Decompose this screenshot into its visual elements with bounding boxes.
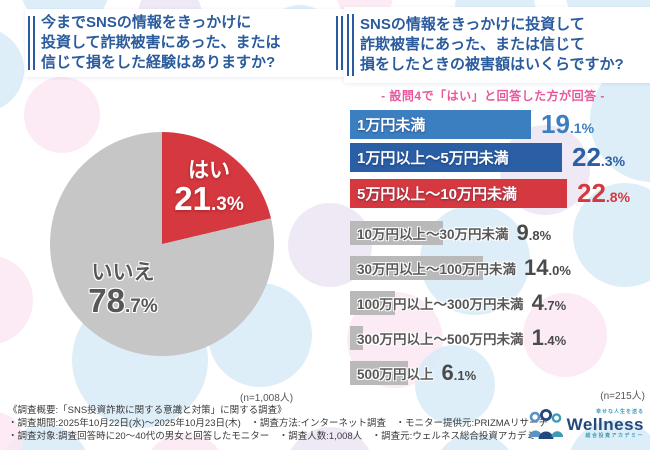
pie-slice-label: はい xyxy=(188,159,230,182)
bar-fill xyxy=(350,291,395,315)
bar-label: 500万円以上 xyxy=(357,367,434,382)
title-line: 今までSNSの情報をきっかけに xyxy=(41,14,252,31)
bar-label: 5万円以上〜10万円未満 xyxy=(357,186,518,203)
people-icon xyxy=(528,409,563,439)
bar-fill xyxy=(350,361,408,385)
pie-slice-value: 21.3% xyxy=(174,180,244,217)
title-line: SNSの情報をきっかけに投資して xyxy=(360,16,585,33)
logo-name: Wellness xyxy=(566,414,644,434)
bar-value: 22.8% xyxy=(577,178,631,208)
bar-label: 1万円以上〜5万円未満 xyxy=(357,150,509,167)
bar-chart: 1万円未満 19.1% 1万円以上〜5万円未満 22.3% 5万円以上〜10万円未満 22… xyxy=(350,109,646,385)
bar-row: 5万円以上〜10万円未満 22.8% xyxy=(350,178,646,208)
bar-label: 1万円未満 xyxy=(357,117,426,134)
pie-chart xyxy=(50,132,274,356)
logo-tagline-bottom: 総合投資アカデミー xyxy=(585,433,644,440)
title-line: 投資して詐欺被害にあった、または xyxy=(41,34,281,51)
decorative-circle xyxy=(523,293,607,377)
survey-overview: 《調査概要:「SNS投資詐欺に関する意識と対策」に関する調査》 xyxy=(8,405,287,416)
bar-label: 30万円以上〜100万円未満 xyxy=(357,262,517,277)
bar-row: 1万円以上〜5万円未満 22.3% xyxy=(350,142,646,172)
bar-row: 10万円以上〜30万円未満 9.8% xyxy=(350,220,646,245)
survey-details: 《調査概要:「SNS投資詐欺に関する意識と対策」に関する調査》 ・調査期間:20… xyxy=(8,405,548,443)
bar-value: 9.8% xyxy=(516,220,552,245)
bar-row: 100万円以上〜300万円未満 4.7% xyxy=(350,290,646,315)
decorative-circle xyxy=(0,28,24,112)
bar-row: 300万円以上〜500万円未満 1.4% xyxy=(350,325,646,350)
bar-fill xyxy=(350,256,483,280)
filter-note: - 設問4で「はい」と回答した方が回答 - xyxy=(381,89,605,103)
decorative-circle xyxy=(24,77,100,153)
pie-slice-no: いいえ 78.7% xyxy=(70,260,176,324)
title-line: 信じて損をした経験はありますか? xyxy=(41,54,276,71)
bar-value: 19.1% xyxy=(541,109,595,139)
decorative-circle xyxy=(573,183,650,287)
bar-row: 30万円以上〜100万円未満 14.0% xyxy=(350,255,646,280)
bar-value: 22.3% xyxy=(572,142,626,172)
question-title-left: 今までSNSの情報をきっかけに 投資して詐欺被害にあった、または 信じて損をした… xyxy=(25,9,353,77)
survey-period-method: ・調査期間:2025年10月22日(水)〜2025年10月23日(木) ・調査方… xyxy=(8,417,548,429)
logo-text: 幸せな人生を送る Wellness 総合投資アカデミー xyxy=(567,410,644,440)
survey-target-source: ・調査対象:調査回答時に20〜40代の男女と回答したモニター ・調査人数:1,0… xyxy=(8,430,546,442)
decorative-circle xyxy=(0,255,33,345)
wellness-logo: 幸せな人生を送る Wellness 総合投資アカデミー xyxy=(527,409,644,441)
bar-fill xyxy=(350,143,562,172)
sample-size-right: (n=215人) xyxy=(600,391,645,402)
bar-value: 14.0% xyxy=(524,255,571,280)
bar-fill xyxy=(350,326,363,350)
pie-slice-yes: はい 21.3% xyxy=(163,158,255,222)
pie-slice-value: 78.7% xyxy=(88,282,158,319)
decorative-circle xyxy=(415,345,495,425)
bar-label: 100万円以上〜300万円未満 xyxy=(357,297,524,312)
title-line: 損をしたときの被害額はいくらですか? xyxy=(360,56,624,73)
sample-size-left: (n=1,008人) xyxy=(240,393,294,404)
bar-fill xyxy=(350,221,443,245)
bar-row: 500万円以上 6.1% xyxy=(350,360,646,385)
bar-label: 300万円以上〜500万円未満 xyxy=(357,332,524,347)
decorative-circle xyxy=(285,427,375,450)
bar-value: 6.1% xyxy=(441,360,477,385)
logo-tagline-top: 幸せな人生を送る xyxy=(595,409,644,416)
bar-row: 1万円未満 19.1% xyxy=(350,109,646,139)
bar-fill xyxy=(350,179,567,208)
question-title-right: SNSの情報をきっかけに投資して 詐欺被害にあった、または信じて 損をしたときの… xyxy=(344,7,650,83)
bar-label: 10万円以上〜30万円未満 xyxy=(357,227,509,242)
pie-slice-label: いいえ xyxy=(91,261,155,284)
bar-fill xyxy=(350,110,531,139)
bar-value: 1.4% xyxy=(531,325,567,350)
title-line: 詐欺被害にあった、または信じて xyxy=(360,36,586,53)
bar-value: 4.7% xyxy=(531,290,567,315)
